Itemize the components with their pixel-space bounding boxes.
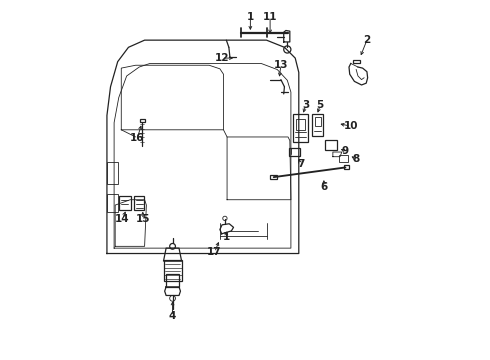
Bar — [270, 175, 277, 179]
Text: 9: 9 — [342, 146, 349, 156]
Bar — [294, 114, 308, 142]
Bar — [107, 194, 118, 212]
Bar — [339, 154, 348, 162]
Bar — [119, 197, 131, 210]
Bar — [134, 197, 144, 210]
Text: 15: 15 — [136, 215, 150, 224]
Text: 1: 1 — [247, 12, 254, 22]
Text: 7: 7 — [297, 159, 304, 169]
Bar — [166, 274, 179, 287]
Text: 12: 12 — [215, 53, 229, 63]
Text: 13: 13 — [273, 60, 288, 70]
Text: 6: 6 — [320, 182, 327, 192]
Text: 10: 10 — [343, 121, 358, 131]
Text: 14: 14 — [115, 215, 130, 224]
Bar — [325, 140, 337, 150]
Text: 2: 2 — [363, 35, 370, 45]
Text: 1: 1 — [223, 232, 230, 242]
Bar — [296, 119, 305, 130]
Text: 4: 4 — [169, 311, 176, 321]
Text: 11: 11 — [263, 12, 277, 22]
Bar — [313, 114, 323, 136]
Bar — [289, 148, 300, 156]
Bar — [344, 165, 349, 169]
Bar — [107, 162, 118, 184]
Text: 5: 5 — [317, 100, 324, 110]
Text: 17: 17 — [207, 247, 222, 257]
Text: 8: 8 — [352, 154, 360, 164]
Text: 16: 16 — [130, 133, 145, 143]
Bar — [164, 260, 181, 281]
Bar — [140, 120, 145, 122]
Text: 3: 3 — [302, 100, 310, 110]
Bar — [315, 117, 321, 126]
Bar — [353, 60, 361, 63]
